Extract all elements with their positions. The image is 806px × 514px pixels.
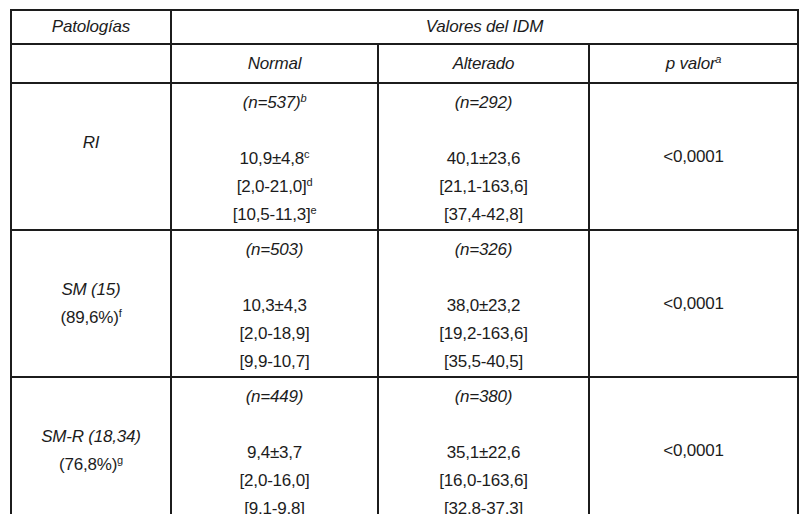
min-max-range: [2,0-18,9] [172,320,377,348]
col-header-pvalor: p valora [589,44,798,83]
mean-sd: 35,1±22,6 [379,439,588,467]
sample-size: (n=292) [379,89,588,117]
pathologies-header-cell: Patologías [11,10,171,44]
sample-size: (n=503) [172,236,377,264]
min-max-range: [21,1-163,6] [379,173,588,201]
footnote-marker: d [306,176,312,188]
altered-values-cell: (n=326) 38,0±23,2 [19,2-163,6] [35,5-40,… [378,230,589,377]
footnote-marker: e [310,204,316,216]
spacer [172,264,377,292]
min-max-range: [19,2-163,6] [379,320,588,348]
spacer [172,117,377,145]
p-value: <0,0001 [663,147,724,166]
pathology-label: RI [12,129,170,157]
confidence-interval: [10,5-11,3]e [172,201,377,229]
confidence-interval: [32,8-37,3] [379,495,588,514]
spacer [379,411,588,439]
spacer [172,411,377,439]
p-value-cell: <0,0001 [589,230,798,377]
mean-sd: 38,0±23,2 [379,292,588,320]
altered-values-cell: (n=292) 40,1±23,6 [21,1-163,6] [37,4-42,… [378,83,589,230]
normal-values-cell: (n=503) 10,3±4,3 [2,0-18,9] [9,9-10,7] [171,230,378,377]
p-value-cell: <0,0001 [589,83,798,230]
pathology-label-cell: RI [11,83,171,230]
spacer [379,117,588,145]
pathologies-header-label: Patologías [52,17,130,36]
sample-size: (n=326) [379,236,588,264]
confidence-interval: [9,1-9,8] [172,495,377,514]
pathology-sublabel: (76,8%)g [12,451,170,479]
group-header-cell: Valores del IDM [171,10,798,44]
header-row-subcolumns: Normal Alterado p valora [11,44,798,83]
min-max-range: [16,0-163,6] [379,467,588,495]
confidence-interval: [37,4-42,8] [379,201,588,229]
mean-sd: 40,1±23,6 [379,145,588,173]
normal-values-cell: (n=537)b 10,9±4,8c [2,0-21,0]d [10,5-11,… [171,83,378,230]
sample-size: (n=537)b [172,89,377,117]
sample-size: (n=449) [172,383,377,411]
header-row-group: Patologías Valores del IDM [11,10,798,44]
footnote-marker: b [300,92,306,104]
confidence-interval: [35,5-40,5] [379,348,588,376]
pathology-sublabel: (89,6%)f [12,304,170,332]
table-row-sm-r: SM-R (18,34) (76,8%)g (n=449) 9,4±3,7 [2… [11,377,798,514]
sample-size: (n=380) [379,383,588,411]
normal-values-cell: (n=449) 9,4±3,7 [2,0-16,0] [9,1-9,8] [171,377,378,514]
group-header-label: Valores del IDM [426,17,543,36]
p-value-cell: <0,0001 [589,377,798,514]
p-value: <0,0001 [663,441,724,460]
min-max-range: [2,0-21,0]d [172,173,377,201]
mean-sd: 9,4±3,7 [172,439,377,467]
pathology-label: SM (15) [12,276,170,304]
table-row-ri: RI (n=537)b 10,9±4,8c [2,0-21,0]d [10,5-… [11,83,798,230]
footnote-marker: f [119,307,122,319]
p-value: <0,0001 [663,294,724,313]
table-row-sm: SM (15) (89,6%)f (n=503) 10,3±4,3 [2,0-1… [11,230,798,377]
col-header-normal: Normal [171,44,378,83]
min-max-range: [2,0-16,0] [172,467,377,495]
idm-values-table: Patologías Valores del IDM Normal Altera… [10,9,799,514]
mean-sd: 10,9±4,8c [172,145,377,173]
pathology-label: SM-R (18,34) [12,423,170,451]
col-header-alterado: Alterado [378,44,589,83]
pathology-sublabel [12,157,170,185]
footnote-marker: c [304,148,309,160]
footnote-marker-a: a [715,53,721,65]
pathology-label-cell: SM-R (18,34) (76,8%)g [11,377,171,514]
spacer [379,264,588,292]
confidence-interval: [9,9-10,7] [172,348,377,376]
altered-values-cell: (n=380) 35,1±22,6 [16,0-163,6] [32,8-37,… [378,377,589,514]
mean-sd: 10,3±4,3 [172,292,377,320]
table-sheet: Patologías Valores del IDM Normal Altera… [10,9,799,514]
empty-header-cell [11,44,171,83]
pathology-label-cell: SM (15) (89,6%)f [11,230,171,377]
footnote-marker: g [117,454,123,466]
